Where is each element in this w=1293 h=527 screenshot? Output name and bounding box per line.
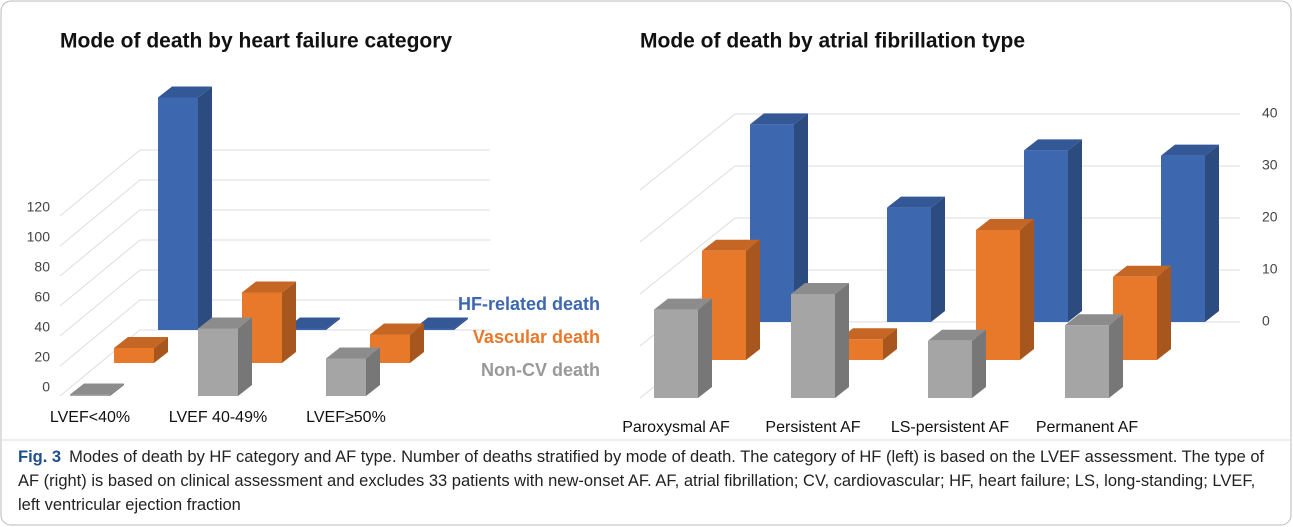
y-tick-label: 20 [1262,209,1278,225]
bar [286,328,326,330]
bar [791,294,835,398]
bar-side [366,347,380,396]
bar [1065,325,1109,398]
bar-top [370,323,424,335]
bar-side [110,383,124,396]
caption: Fig. 3 Modes of death by HF category and … [18,445,1273,517]
bar-side [326,317,340,330]
legend-entry: Non-CV death [481,360,600,380]
bar-top [839,328,897,340]
bar-top [791,283,849,294]
y-tick-label: 60 [34,289,50,305]
bar-top [750,113,808,125]
y-tick-label: 10 [1262,261,1278,277]
bar-side [454,317,468,330]
bar-top [70,383,124,395]
x-tick-label: LVEF≥50% [306,409,386,426]
chart-title: Mode of death by heart failure category [60,30,452,53]
legend-entry: Vascular death [473,327,600,347]
bar-side [1157,265,1171,360]
x-tick-label: LVEF 40-49% [169,409,267,426]
bar-side [238,317,252,396]
bar [70,394,110,396]
bar-side [154,337,168,363]
bar-top [158,86,212,98]
y-tick-label: 100 [27,229,51,245]
bar-side [198,86,212,330]
bar-top [114,337,168,348]
bar-side [698,298,712,398]
bar [326,358,366,396]
grid-line [59,269,490,337]
bar-top [1161,144,1219,156]
bar-side [410,323,424,363]
bar-top [702,239,760,251]
bar-side [794,113,808,323]
y-tick-label: 20 [34,349,50,365]
bar-top [654,298,712,310]
bar-top [242,281,296,293]
chart-title: Mode of death by atrial fibrillation typ… [640,30,1025,53]
legend-entry: HF-related death [458,294,600,314]
bar [198,328,238,396]
bar [158,97,198,330]
bar-top [1065,314,1123,326]
grid-line [59,209,490,277]
bar [654,309,698,398]
x-tick-label: LVEF<40% [50,409,130,426]
bar-side [1109,314,1123,398]
x-tick-label: Permanent AF [1036,419,1139,436]
bar-side [1068,139,1082,322]
grid-line [59,239,490,307]
grid-line [59,149,490,217]
bar [839,339,883,360]
bar-side [931,196,945,322]
y-tick-label: 30 [1262,157,1278,173]
bar-top [286,317,340,329]
bar-top [1024,139,1082,151]
y-tick-label: 40 [34,319,50,335]
bar-side [282,281,296,363]
bar [928,340,972,398]
grid-line [59,179,490,247]
bar-side [1205,144,1219,322]
bar-side [972,329,986,398]
x-tick-label: LS-persistent AF [891,419,1010,436]
x-tick-label: Paroxysmal AF [622,419,730,436]
y-tick-label: 40 [1262,105,1278,121]
bar-side [746,239,760,360]
y-tick-label: 0 [1262,313,1270,329]
bar-top [198,317,252,329]
bar-top [1113,265,1171,277]
grid-line [639,113,1240,191]
y-tick-label: 80 [34,259,50,275]
grid-line [59,299,490,367]
bar-top [326,347,380,359]
bar-side [835,283,849,398]
caption-text: Modes of death by HF category and AF typ… [18,448,1265,514]
bar [114,348,154,363]
bar-side [883,328,897,360]
y-tick-label: 0 [42,379,50,395]
y-tick-label: 120 [27,199,51,215]
bar-top [928,329,986,341]
bar-top [414,317,468,329]
bar [414,328,454,330]
bar-top [976,219,1034,230]
grid-line [59,329,490,397]
x-tick-label: Persistent AF [765,419,860,436]
bar [887,207,931,322]
caption-label: Fig. 3 [18,448,62,466]
bar-top [887,196,945,208]
bar-side [1020,219,1034,360]
